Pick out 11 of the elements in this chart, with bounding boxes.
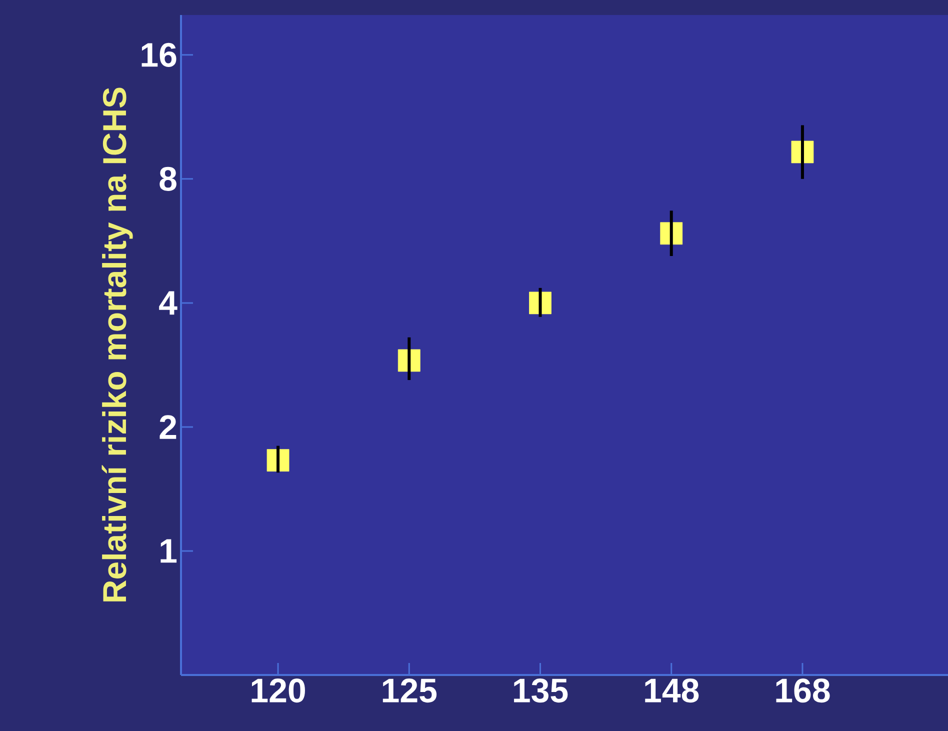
y-tick-label: 2 <box>160 415 176 439</box>
y-tick-label: 16 <box>142 42 176 67</box>
y-tick-label: 1 <box>160 539 177 563</box>
y-tick-label: 4 <box>159 291 178 315</box>
x-tick-label: 135 <box>514 678 568 703</box>
y-tick-label: 8 <box>160 166 176 191</box>
x-tick-label: 168 <box>776 678 830 703</box>
x-tick-label: 125 <box>382 678 437 703</box>
x-tick-label: 148 <box>645 678 699 703</box>
y-axis-title: Relativní riziko mortality na ICHS <box>102 88 133 602</box>
x-tick-label: 120 <box>252 678 305 703</box>
